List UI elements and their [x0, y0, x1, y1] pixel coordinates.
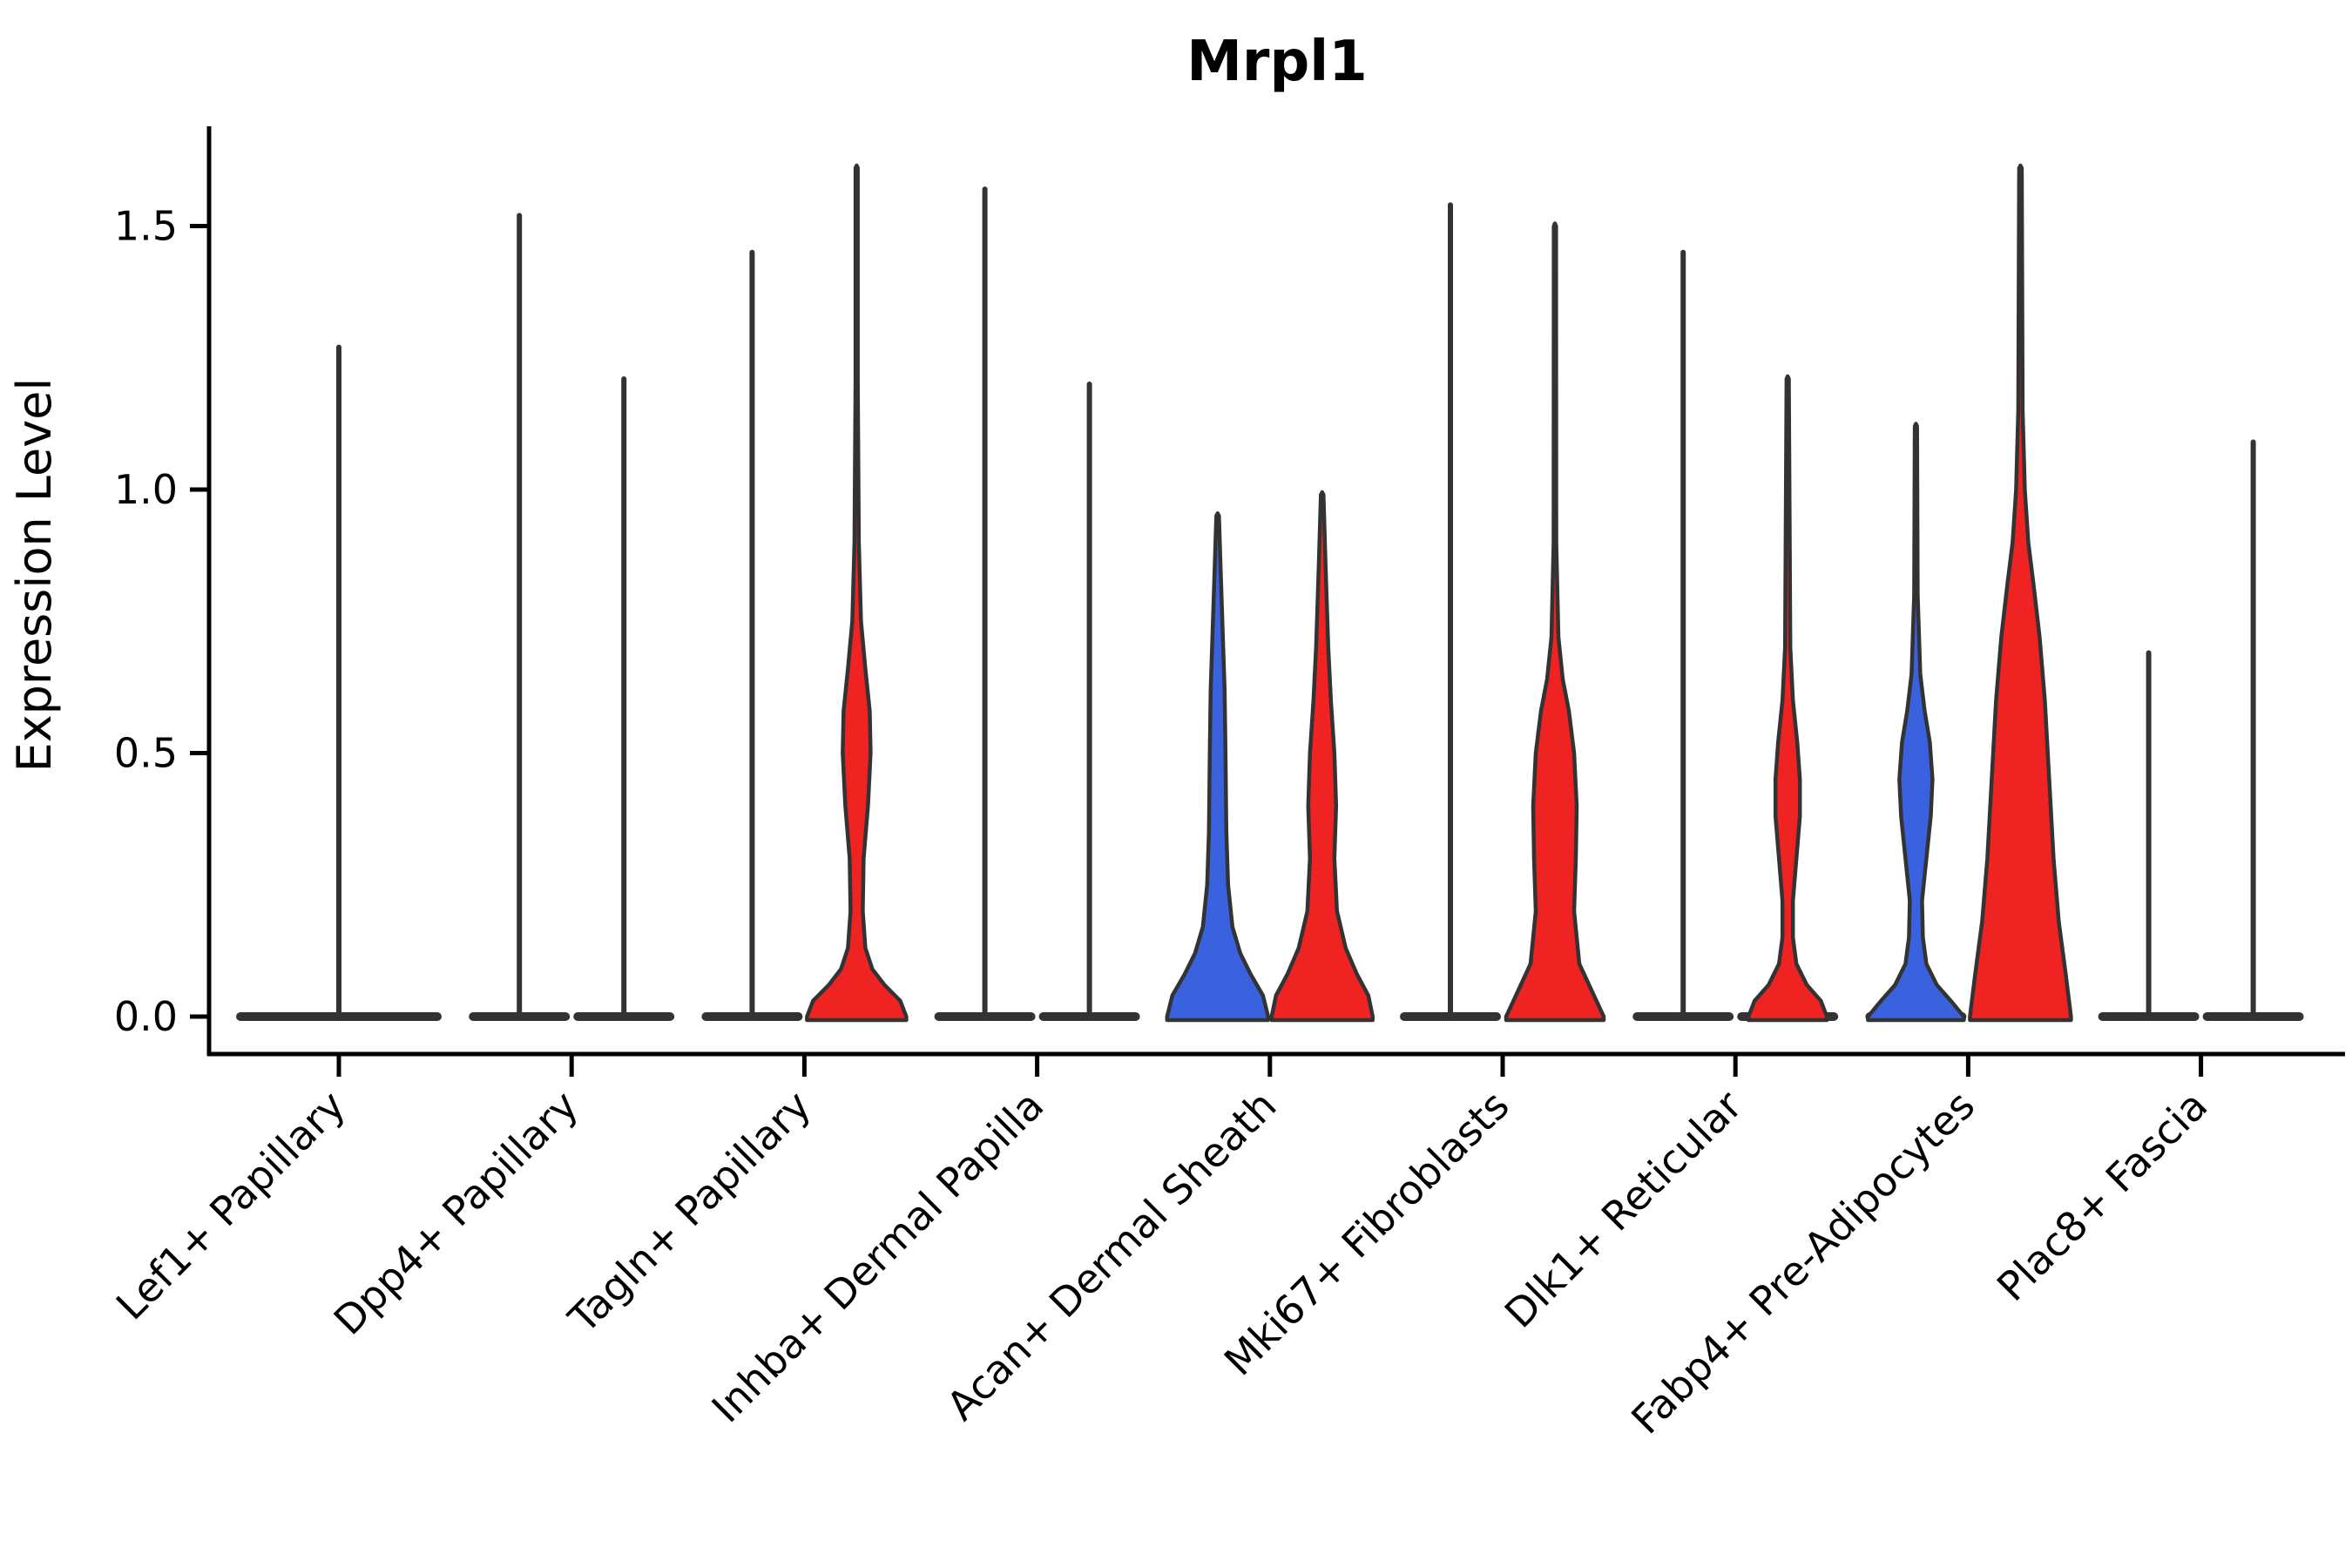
x-tick-label: Tagln+ Papillary: [559, 1082, 821, 1343]
y-axis-label: Expression Level: [7, 378, 62, 773]
x-tick-label: Dlk1+ Reticular: [1496, 1082, 1751, 1337]
violins-layer: [236, 163, 2304, 1023]
violin-shape-mki67-fibroblasts-right: [1504, 221, 1606, 1023]
violin-shape-fabp4-pre-adipocytes-right: [1968, 163, 2073, 1023]
y-tick-label: 1.5: [114, 203, 178, 250]
y-tick-label: 0.0: [114, 993, 178, 1040]
x-tick-label: Dpp4+ Papillary: [325, 1082, 587, 1344]
y-tick-label: 0.5: [114, 730, 178, 777]
x-tick-label: Plac8+ Fascia: [1988, 1082, 2216, 1310]
violin-shape-acan-dermal-sheath-right: [1269, 490, 1375, 1023]
chart-title: Mrpl1: [1186, 30, 1368, 94]
x-tick-label: Lef1+ Papillary: [107, 1082, 355, 1329]
violin-shape-acan-dermal-sheath-left: [1165, 511, 1271, 1023]
violin-shape-tagln-papillary-right: [805, 163, 909, 1023]
violin-shape-fabp4-pre-adipocytes-left: [1866, 422, 1966, 1023]
axes-layer: [190, 126, 2345, 1077]
violin-shape-dlk1-reticular-right: [1746, 374, 1829, 1023]
y-tick-label: 1.0: [114, 466, 178, 513]
